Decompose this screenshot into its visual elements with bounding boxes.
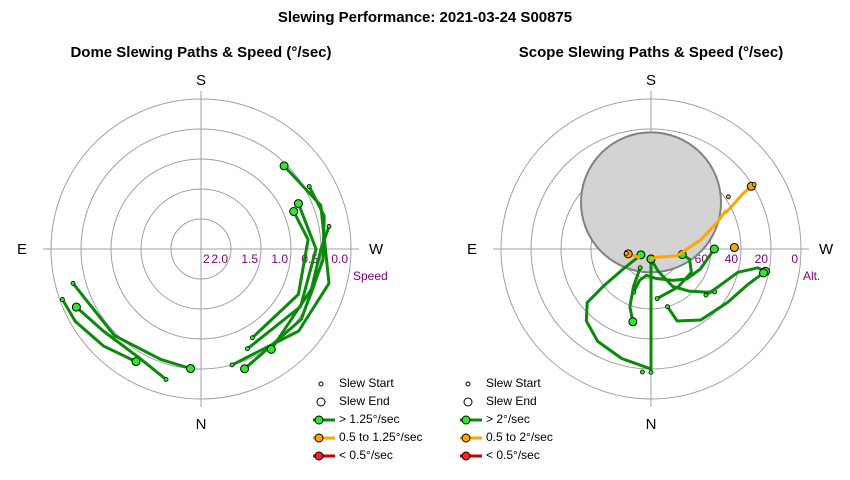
slew-path-fast <box>71 281 192 370</box>
slew-end-marker <box>293 199 303 209</box>
slew-path-fast <box>250 210 310 340</box>
fast-speed-marker-icon <box>460 415 482 425</box>
scope-polar-plot: SNEW806040200Alt. <box>467 72 834 433</box>
slew-end-marker <box>279 161 289 171</box>
slew-start-marker <box>59 297 65 302</box>
slew-end-marker <box>289 207 299 217</box>
radial-axis-label: Alt. <box>803 269 820 283</box>
slew-end-marker <box>628 317 638 327</box>
radial-tick-label: 20 <box>755 252 769 266</box>
legend-label: 0.5 to 2°/sec <box>486 430 553 444</box>
cardinal-label-bottom: N <box>196 416 207 433</box>
legend-label: > 2°/sec <box>486 412 530 426</box>
slew-path-medium <box>724 184 753 214</box>
legend-label: 0.5 to 1.25°/sec <box>339 430 423 444</box>
slew-start-marker <box>249 335 255 341</box>
slew-end-marker <box>71 302 81 312</box>
legend-label: Slew Start <box>339 376 394 390</box>
slew-end-marker <box>131 357 141 367</box>
radial-tick-label: 1.0 <box>271 252 288 266</box>
medium-speed-marker-icon <box>313 433 335 443</box>
radial-tick-label-partial: 2 <box>203 252 210 266</box>
radial-tick-label: 0 <box>791 252 798 266</box>
slew-start-marker <box>703 292 709 298</box>
dome-chart-title: Dome Slewing Paths & Speed (°/sec) <box>70 44 332 61</box>
legend-label: Slew End <box>486 394 537 408</box>
legend-label: < 0.5°/sec <box>486 448 540 462</box>
slew-start-marker <box>725 194 731 200</box>
slew-path-fast <box>655 253 693 301</box>
slew-end-marker <box>240 364 250 374</box>
figure-title: Slewing Performance: 2021-03-24 S00875 <box>277 9 573 26</box>
cardinal-label-top: S <box>646 72 656 89</box>
slew-path-fast <box>243 185 326 371</box>
slew-start-marker <box>654 296 660 302</box>
slew-start-marker <box>245 346 250 352</box>
slew-start-marker <box>163 376 169 382</box>
slew-end-marker-icon <box>316 397 326 407</box>
slew-start-marker <box>665 304 670 310</box>
radial-tick-label: 1.5 <box>241 252 258 266</box>
slew-path-fast <box>628 266 642 324</box>
slew-end-marker <box>266 344 276 354</box>
slew-start-marker <box>751 182 757 187</box>
slew-start-marker <box>306 184 312 189</box>
slew-path-fast <box>584 253 653 371</box>
slew-start-marker <box>639 369 645 375</box>
slew-path-fast <box>649 257 717 294</box>
legend-label: Slew Start <box>486 376 541 390</box>
cardinal-label-right: W <box>819 241 834 258</box>
slew-start-marker-icon <box>318 381 324 387</box>
slew-start-marker-icon <box>465 381 471 387</box>
slew-start-marker <box>326 224 332 229</box>
slew-path-fast <box>632 247 716 294</box>
medium-speed-marker-icon <box>460 433 482 443</box>
slew-start-marker <box>70 280 76 286</box>
slow-speed-marker-icon <box>460 451 482 461</box>
cardinal-label-left: E <box>17 241 27 258</box>
cardinal-label-left: E <box>467 241 477 258</box>
cardinal-label-right: W <box>369 241 384 258</box>
slow-speed-marker-icon <box>313 451 335 461</box>
slew-start-marker <box>637 265 643 271</box>
slew-start-marker <box>648 369 654 375</box>
slew-path-fast <box>60 297 138 364</box>
radial-tick-label: 0.0 <box>331 252 348 266</box>
legend-label: Slew End <box>339 394 390 408</box>
slew-end-marker <box>729 243 739 253</box>
slew-end-marker <box>758 268 768 278</box>
slew-start-marker <box>623 250 629 256</box>
slew-end-marker <box>709 244 719 254</box>
scope-chart-title: Scope Slewing Paths & Speed (°/sec) <box>518 44 784 61</box>
legend-label: > 1.25°/sec <box>339 412 400 426</box>
slew-path-fast <box>666 271 765 323</box>
slew-path-fast <box>269 224 331 351</box>
slew-path-fast <box>246 202 318 351</box>
slew-end-marker-icon <box>463 397 473 407</box>
slew-path-fast <box>704 266 767 297</box>
cardinal-label-bottom: N <box>646 416 657 433</box>
cardinal-label-top: S <box>196 72 206 89</box>
slew-end-marker <box>186 364 196 374</box>
slew-path-medium <box>649 209 727 261</box>
slew-start-marker <box>229 362 235 368</box>
slew-path-fast <box>74 305 168 381</box>
radial-tick-label: 2.0 <box>211 252 228 266</box>
radial-axis-label: Speed <box>353 269 388 283</box>
radial-tick-label: 40 <box>725 252 739 266</box>
legend-label: < 0.5°/sec <box>339 448 393 462</box>
fast-speed-marker-icon <box>313 415 335 425</box>
sun-avoidance-disc <box>580 131 722 274</box>
